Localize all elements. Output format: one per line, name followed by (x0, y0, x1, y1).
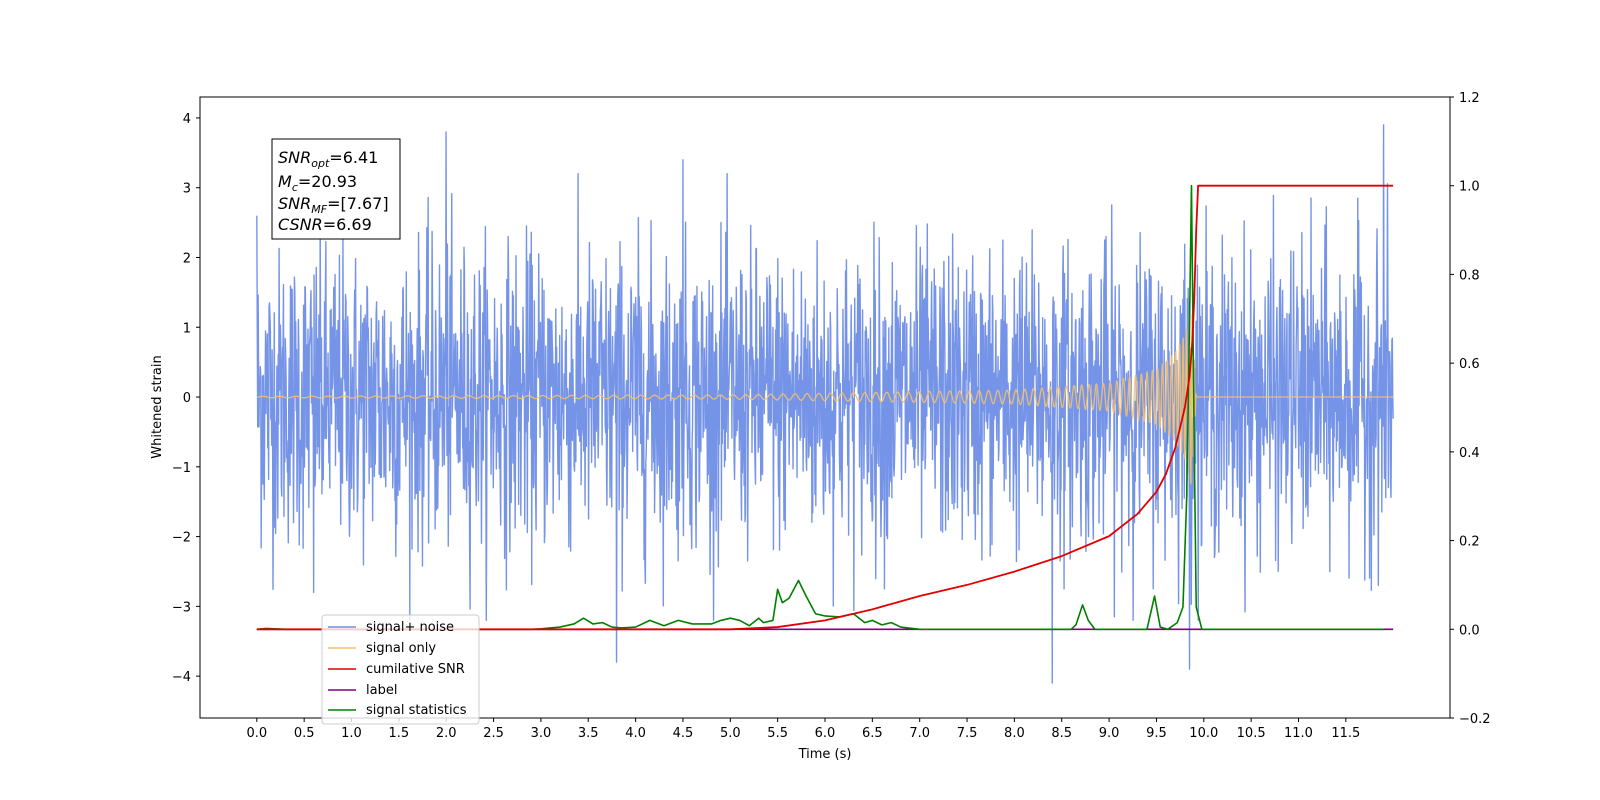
line-signal-only (256, 313, 1394, 485)
x-tick-label: 2.5 (483, 726, 504, 741)
x-tick-label: 5.5 (767, 726, 788, 741)
y2-tick-label: 0.8 (1459, 268, 1480, 283)
legend-frame (321, 614, 480, 725)
y-axis-label: Whitened strain (150, 355, 165, 458)
series-signal-plus-noise (256, 124, 1394, 684)
line-signal-plus-noise (256, 124, 1394, 684)
x-tick-label: 10.0 (1189, 726, 1218, 741)
legend-label-signal-statistics: signal statistics (366, 703, 467, 718)
y-tick-label: −4 (172, 670, 191, 685)
x-tick-label: 10.5 (1237, 726, 1266, 741)
x-tick-label: 4.0 (625, 726, 646, 741)
y2-tick-label: 1.0 (1459, 180, 1480, 195)
x-tick-label: 0.5 (294, 726, 315, 741)
y2-tick-label: 1.2 (1459, 91, 1480, 106)
y2-tick-label: 0.4 (1459, 446, 1480, 461)
x-tick-label: 8.5 (1051, 726, 1072, 741)
y2-tick-label: −0.2 (1459, 712, 1491, 727)
legend-label-label: label (366, 683, 397, 698)
plot-area (256, 124, 1394, 684)
y-tick-label: 0 (183, 391, 191, 406)
x-tick-label: 9.0 (1099, 726, 1120, 741)
x-tick-label: 6.5 (862, 726, 883, 741)
y-axis-left: 4 3 2 1 0 −1 −2 −3 −4 (172, 112, 200, 685)
x-tick-label: 8.0 (1004, 726, 1025, 741)
x-tick-label: 11.0 (1284, 726, 1313, 741)
legend-label-signal-only: signal only (366, 641, 436, 656)
series-cumulative-snr (256, 184, 1394, 631)
line-cumulative-snr (256, 184, 1394, 631)
y2-tick-label: 0.6 (1459, 357, 1480, 372)
x-tick-label: 1.0 (341, 726, 362, 741)
y-axis-right: 1.2 1.0 0.8 0.6 0.4 0.2 0.0 −0.2 (1450, 91, 1491, 727)
x-axis-label: Time (s) (798, 747, 852, 762)
x-tick-label: 9.5 (1146, 726, 1167, 741)
y-tick-label: 3 (183, 182, 191, 197)
x-tick-label: 7.5 (957, 726, 978, 741)
y2-tick-label: 0.2 (1459, 535, 1480, 550)
y-tick-label: −3 (172, 600, 191, 615)
stats-snr-mf: SNRMF=[7.67] (278, 194, 389, 216)
stats-csnr: CSNR=6.69 (278, 215, 372, 234)
legend-label-signal-plus-noise: signal+ noise (366, 620, 454, 635)
x-tick-label: 1.5 (389, 726, 410, 741)
x-tick-label: 5.0 (720, 726, 741, 741)
stats-mc: Mc=20.93 (278, 172, 357, 194)
stats-box-frame (271, 138, 401, 240)
y-tick-label: −2 (172, 531, 191, 546)
series-signal-only (256, 313, 1394, 485)
stats-box: SNRopt=6.41 Mc=20.93 SNRMF=[7.67] CSNR=6… (271, 138, 401, 240)
x-axis: 0.0 0.5 1.0 1.5 2.0 2.5 3.0 3.5 4.0 4.5 5.0 5.5 6.0 6… (246, 718, 1360, 741)
x-tick-label: 4.5 (673, 726, 694, 741)
x-tick-label: 3.0 (531, 726, 552, 741)
series-signal-statistics (256, 184, 1384, 631)
stats-snr-opt: SNRopt=6.41 (278, 148, 378, 170)
y-tick-label: 4 (183, 112, 191, 127)
x-tick-label: 11.5 (1331, 726, 1360, 741)
legend-label-cumulative-snr: cumilative SNR (366, 662, 465, 677)
y-tick-label: −1 (172, 461, 191, 476)
x-tick-label: 6.0 (815, 726, 836, 741)
line-signal-statistics (256, 184, 1384, 631)
y2-tick-label: 0.0 (1459, 623, 1480, 638)
x-tick-label: 2.0 (436, 726, 457, 741)
x-tick-label: 0.0 (246, 726, 267, 741)
x-tick-label: 3.5 (578, 726, 599, 741)
legend: signal+ noise signal only cumilative SNR… (321, 614, 480, 725)
x-tick-label: 7.0 (909, 726, 930, 741)
y-tick-label: 2 (183, 251, 191, 266)
y-tick-label: 1 (183, 321, 191, 336)
